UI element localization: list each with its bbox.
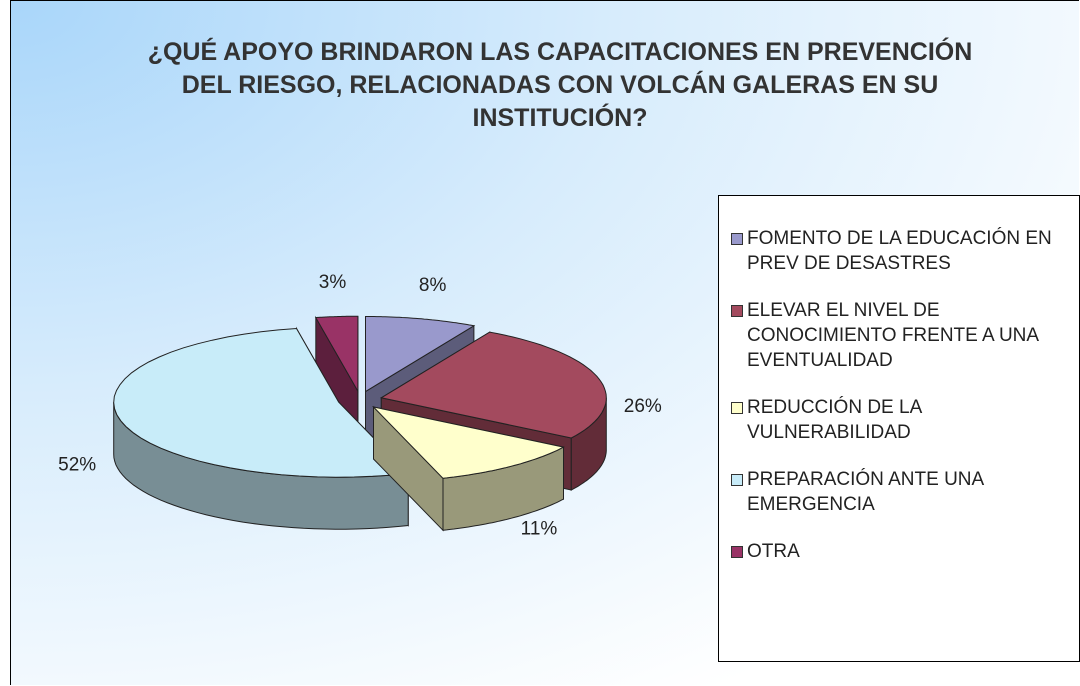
data-label: 52%	[58, 455, 96, 476]
legend: FOMENTO DE LA EDUCACIÓN EN PREV DE DESAS…	[718, 195, 1080, 662]
legend-item: OTRA	[731, 539, 1077, 564]
legend-item: REDUCCIÓN DE LA VULNERABILIDAD	[731, 395, 1077, 445]
data-label: 26%	[624, 396, 662, 417]
legend-label: ELEVAR EL NIVEL DE CONOCIMIENTO FRENTE A…	[747, 300, 1039, 371]
legend-item: FOMENTO DE LA EDUCACIÓN EN PREV DE DESAS…	[731, 226, 1077, 276]
legend-label: FOMENTO DE LA EDUCACIÓN EN PREV DE DESAS…	[747, 228, 1052, 274]
chart-title: ¿QUÉ APOYO BRINDARON LAS CAPACITACIONES …	[147, 38, 973, 132]
slice	[371, 406, 566, 479]
legend-label: OTRA	[747, 541, 800, 562]
data-label: 11%	[521, 518, 558, 539]
legend-swatch	[731, 546, 743, 558]
legend-swatch	[731, 305, 743, 317]
slice	[113, 327, 410, 478]
data-label: 8%	[419, 275, 447, 296]
legend-label: REDUCCIÓN DE LA VULNERABILIDAD	[747, 397, 922, 443]
legend-item: ELEVAR EL NIVEL DE CONOCIMIENTO FRENTE A…	[731, 298, 1077, 373]
slice	[379, 331, 607, 439]
legend-swatch	[731, 233, 743, 245]
legend-label: PREPARACIÓN ANTE UNA EMERGENCIA	[747, 469, 984, 515]
slice	[365, 316, 476, 393]
legend-swatch	[731, 474, 743, 486]
legend-item: PREPARACIÓN ANTE UNA EMERGENCIA	[731, 467, 1077, 517]
slice	[314, 315, 359, 394]
data-label: 3%	[319, 272, 347, 293]
legend-swatch	[731, 402, 743, 414]
